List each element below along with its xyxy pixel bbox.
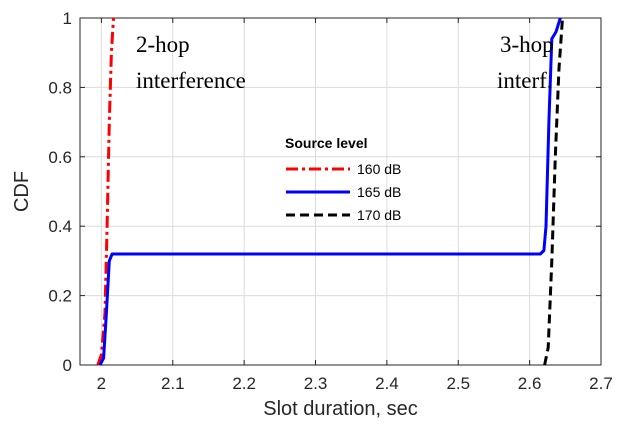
annotation-2hop-line2: interference bbox=[136, 68, 246, 93]
x-tick-label: 2.2 bbox=[232, 374, 256, 393]
y-tick-label: 1 bbox=[63, 9, 72, 28]
series-line-165db bbox=[98, 17, 562, 366]
axes: 2 2.1 2.2 2.3 2.4 2.5 2.6 2.7 0 0.2 0.4 0.6 0.8 1 bbox=[48, 9, 612, 393]
annotation-2hop-line1: 2-hop bbox=[136, 32, 190, 57]
legend-label-170db: 170 dB bbox=[357, 207, 401, 223]
annotation-3hop-line2: interf. bbox=[497, 68, 553, 93]
x-tick-label: 2.5 bbox=[446, 374, 470, 393]
legend: Source level 160 dB 165 dB 170 dB bbox=[285, 135, 401, 223]
plot-frame bbox=[79, 17, 602, 366]
y-tick-label: 0.2 bbox=[48, 287, 72, 306]
y-tick-label: 0.4 bbox=[48, 217, 72, 236]
series-line-170db bbox=[543, 17, 564, 366]
x-tick-label: 2.7 bbox=[589, 374, 613, 393]
legend-label-160db: 160 dB bbox=[357, 161, 401, 177]
y-tick-label: 0 bbox=[63, 356, 72, 375]
x-tick-label: 2.3 bbox=[304, 374, 328, 393]
y-tick-label: 0.8 bbox=[48, 78, 72, 97]
series-group bbox=[96, 17, 564, 366]
x-tick-label: 2.1 bbox=[161, 374, 185, 393]
series-line-160db bbox=[96, 17, 115, 366]
annotation-3hop-line1: 3-hop bbox=[500, 32, 554, 57]
x-axis-label: Slot duration, sec bbox=[263, 398, 418, 420]
legend-title: Source level bbox=[285, 135, 368, 151]
y-axis-label: CDF bbox=[11, 171, 33, 212]
x-tick-label: 2.6 bbox=[518, 374, 542, 393]
legend-label-165db: 165 dB bbox=[357, 184, 401, 200]
y-tick-label: 0.6 bbox=[48, 148, 72, 167]
x-tick-label: 2.4 bbox=[375, 374, 399, 393]
x-tick-label: 2 bbox=[97, 374, 106, 393]
